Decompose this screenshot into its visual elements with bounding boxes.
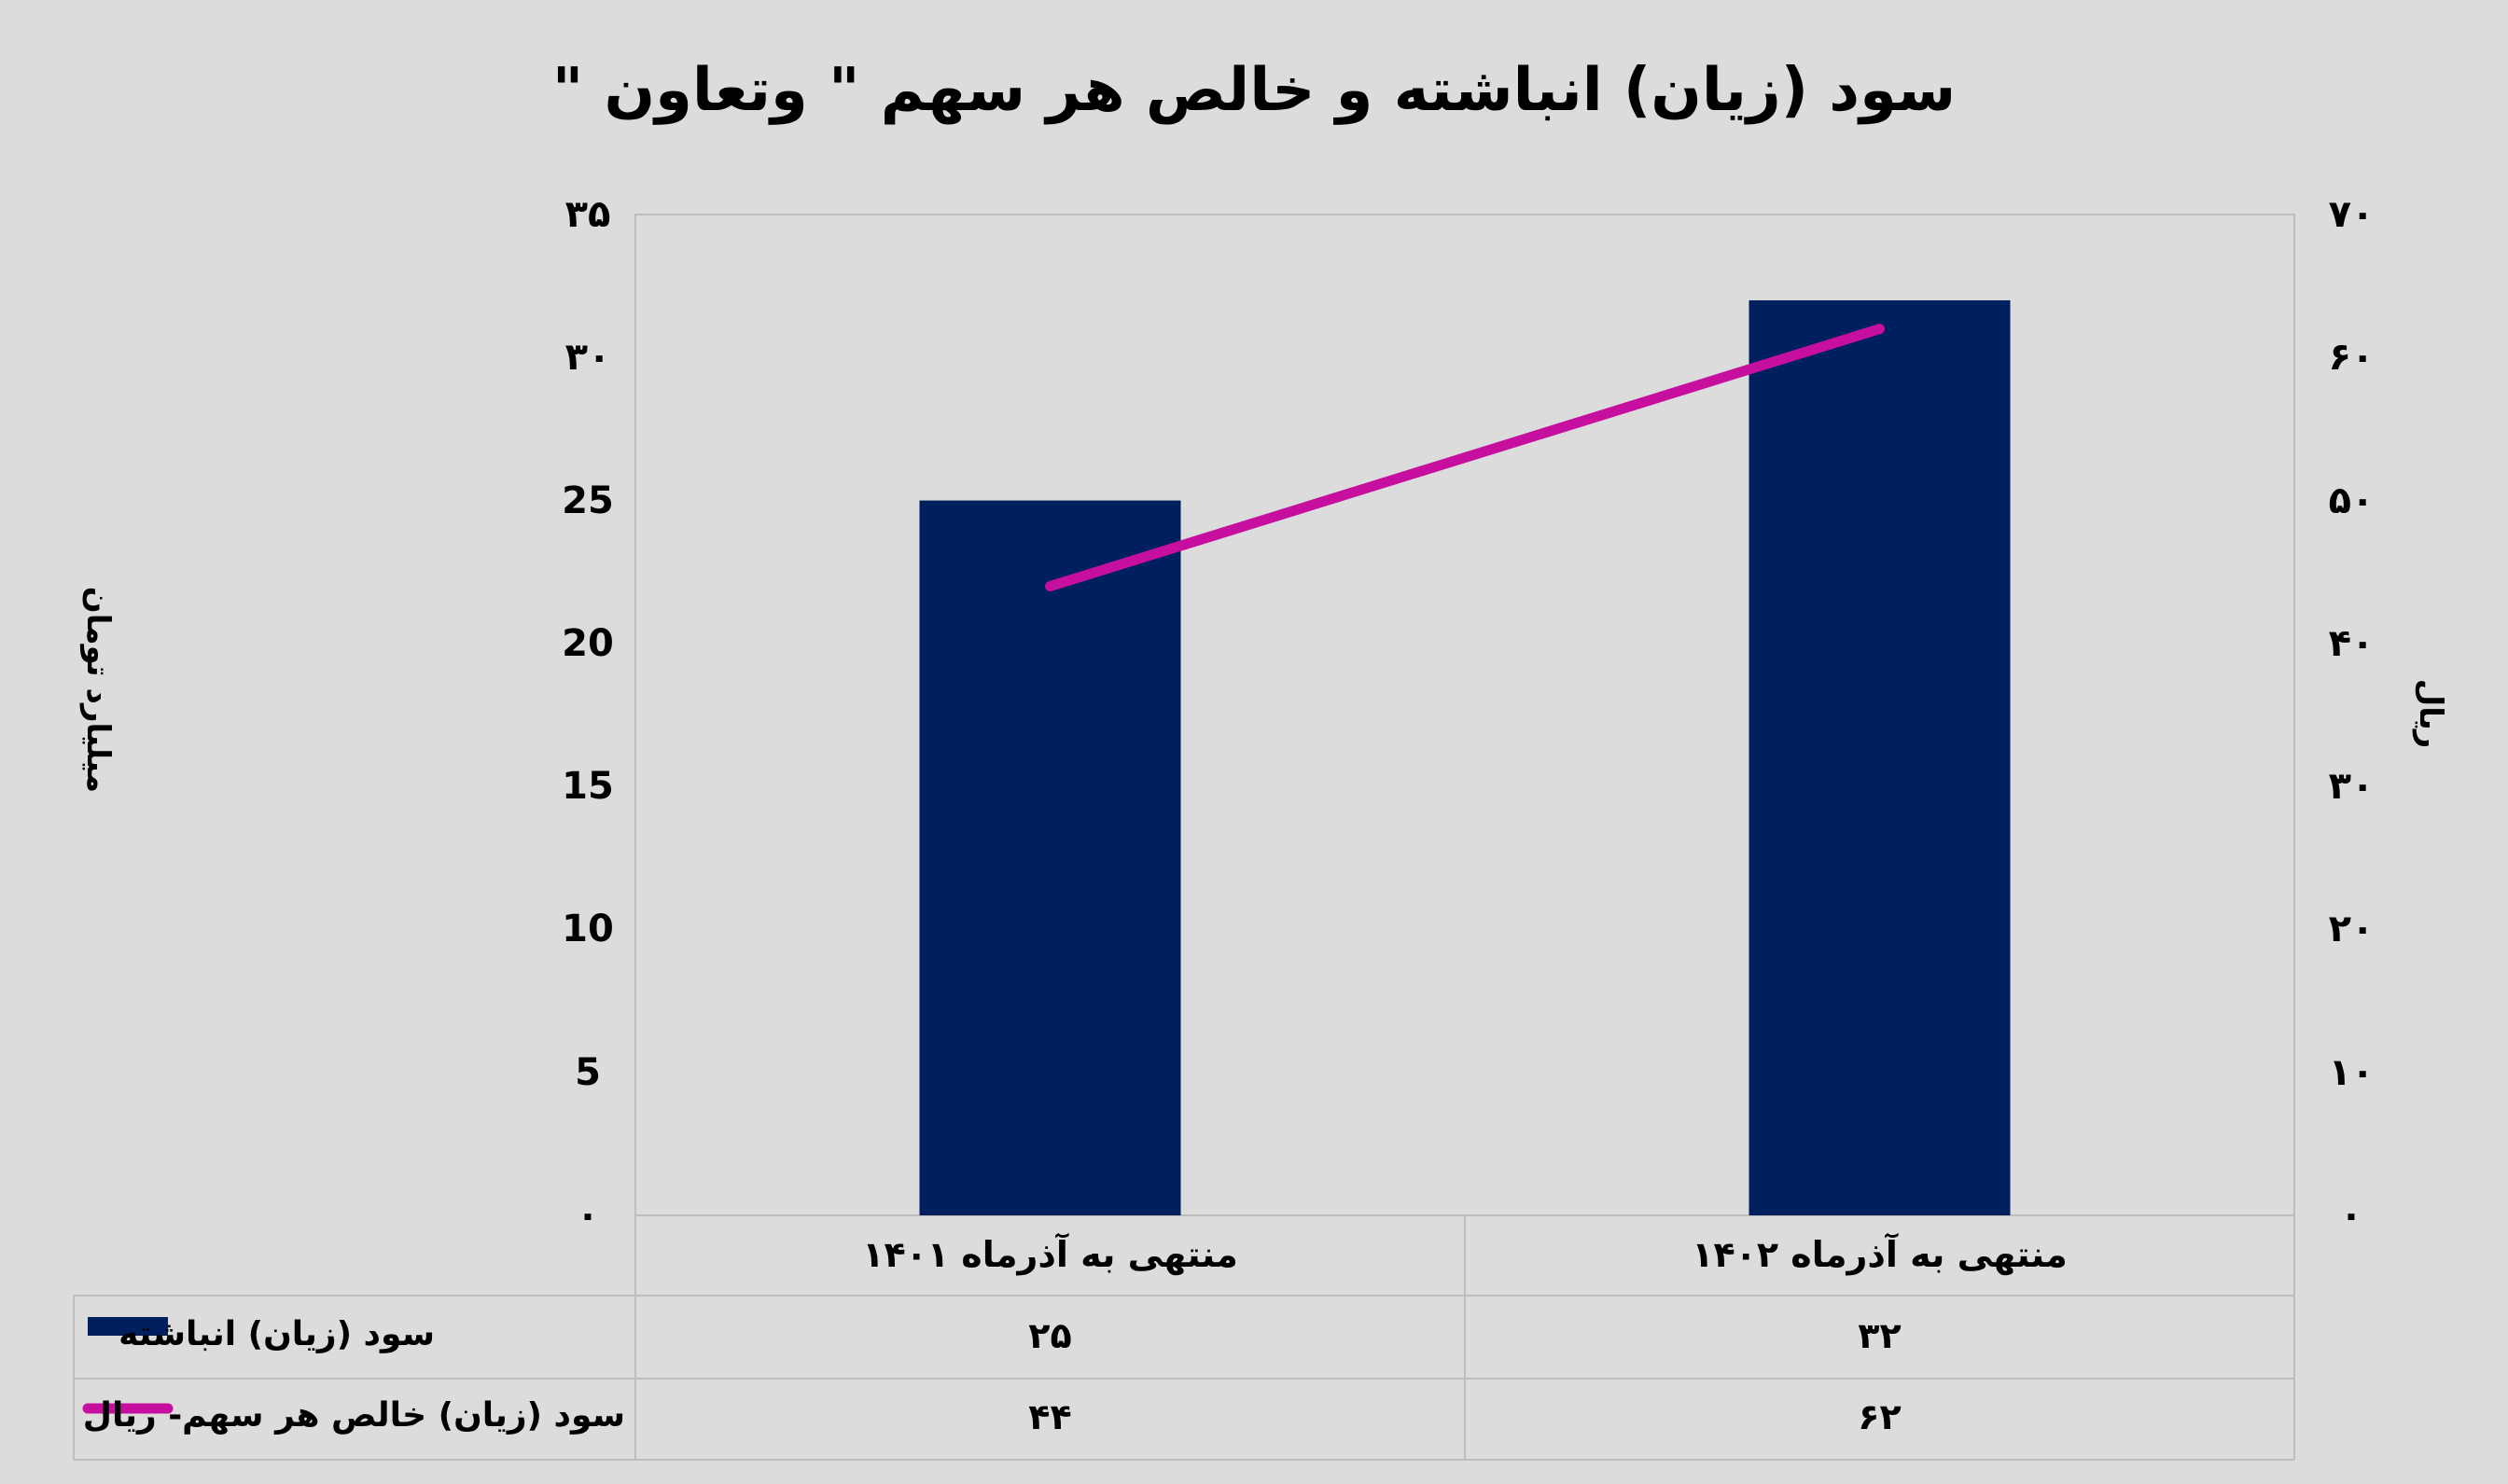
table-value-bar-1401: ۲۵ (1028, 1315, 1072, 1356)
legend-key-bar (88, 1317, 168, 1336)
right-tick-label: ۳۰ (2328, 765, 2375, 809)
table-value-line-1401: ۴۴ (1028, 1396, 1072, 1437)
right-tick-label: ۱۰ (2328, 1050, 2375, 1094)
line-series (1045, 324, 1885, 592)
table-value-bar-1402: ۳۲ (1858, 1315, 1902, 1356)
left-tick-label: 5 (575, 1050, 601, 1094)
legend-label-line: سود (زیان) خالص هر سهم- ریال (82, 1396, 625, 1435)
left-tick-label: ۳۵ (564, 193, 611, 236)
category-label-1401: منتهی به آذرماه ۱۴۰۱ (862, 1234, 1238, 1275)
right-tick-label: ۵۰ (2328, 478, 2375, 522)
right-tick-label: ۷۰ (2328, 193, 2375, 236)
left-tick-label: 15 (562, 765, 614, 809)
table-value-line-1402: ۶۲ (1858, 1396, 1902, 1437)
left-tick-label: 20 (562, 621, 614, 665)
right-tick-label: ۶۰ (2328, 336, 2375, 380)
left-tick-label: ۳۰ (564, 336, 611, 380)
category-label-1402: منتهی به آذرماه ۱۴۰۲ (1692, 1234, 2068, 1275)
bar-1 (919, 500, 1181, 1215)
right-tick-label: ۴۰ (2328, 621, 2375, 665)
left-tick-label: ۰ (576, 1194, 600, 1237)
left-tick-label: 25 (562, 478, 614, 522)
right-tick-label: ۰ (2339, 1194, 2363, 1237)
bar-2 (1749, 299, 2011, 1215)
right-axis-label: ریال (2412, 678, 2449, 749)
chart-title: سود (زیان) انباشته و خالص هر سهم " وتعاو… (551, 56, 1957, 125)
plot-area-border (634, 214, 2295, 1216)
left-tick-label: 10 (562, 908, 614, 951)
right-tick-label: ۲۰ (2328, 908, 2375, 951)
legend-label-bar: سود (زیان) انباشته (118, 1315, 435, 1353)
left-axis-label: میلیارد تومان (79, 586, 117, 793)
